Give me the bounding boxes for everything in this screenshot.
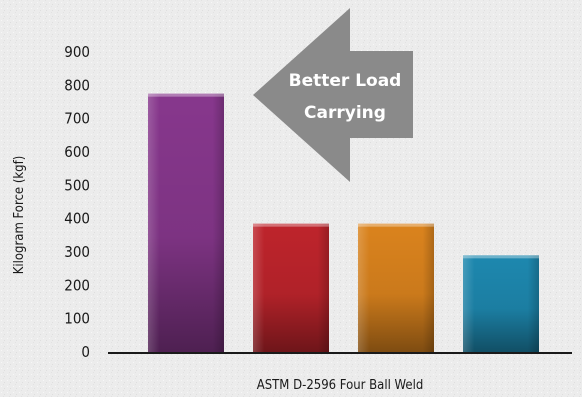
annotation-line-2: Carrying (304, 103, 386, 123)
y-tick-labels: 0 100 200 300 400 500 600 700 800 900 (64, 43, 90, 361)
y-tick-label: 300 (64, 243, 90, 261)
x-axis-title: ASTM D-2596 Four Ball Weld (257, 378, 424, 393)
y-tick-label: 700 (64, 110, 90, 128)
bar-top-bevel (253, 223, 329, 227)
bar-top-bevel (358, 223, 434, 227)
bar (253, 223, 329, 352)
bars-group (148, 93, 539, 353)
bar (148, 93, 224, 353)
y-tick-label: 600 (64, 143, 90, 161)
y-tick-label: 100 (64, 310, 90, 328)
bar-highlight (148, 93, 224, 353)
bar-highlight (358, 223, 434, 352)
bar (463, 255, 539, 352)
bar-highlight (253, 223, 329, 352)
y-tick-label: 800 (64, 76, 90, 94)
annotation-line-1: Better Load (289, 71, 402, 91)
y-tick-label: 500 (64, 176, 90, 194)
y-tick-label: 400 (64, 210, 90, 228)
y-tick-label: 200 (64, 276, 90, 294)
y-tick-label: 0 (81, 343, 90, 361)
bar-highlight (463, 255, 539, 352)
bar (358, 223, 434, 352)
annotation-arrow-shape (253, 8, 413, 182)
y-axis-title: Kilogram Force (kgf) (12, 156, 27, 275)
bar-top-bevel (148, 93, 224, 97)
better-load-arrow: Better Load Carrying (253, 8, 413, 182)
bar-top-bevel (463, 255, 539, 259)
y-tick-label: 900 (64, 43, 90, 61)
